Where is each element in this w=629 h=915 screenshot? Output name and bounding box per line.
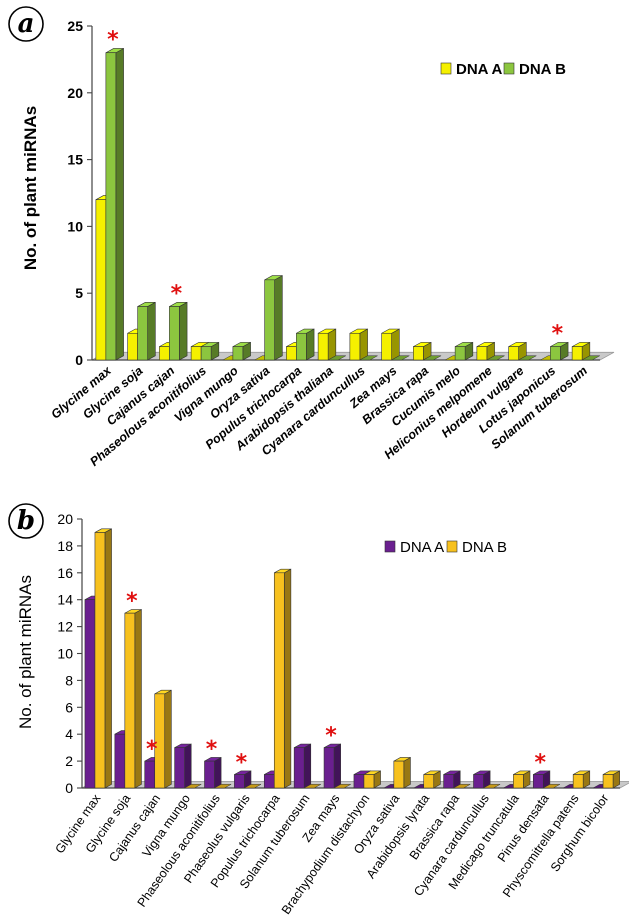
bar [453, 784, 471, 789]
y-tick-label: 25 [67, 18, 83, 34]
bar [296, 328, 315, 361]
bar [363, 770, 381, 789]
bar [137, 301, 156, 361]
legend-swatch [503, 62, 515, 75]
legend-swatch [440, 62, 452, 75]
bar [244, 784, 262, 789]
y-tick-label: 20 [57, 511, 73, 527]
panel-b-legend: DNA A DNA B [384, 539, 507, 556]
bar [349, 328, 368, 361]
bar [323, 743, 341, 789]
significance-marker: * [325, 724, 337, 749]
y-tick-label: 18 [57, 538, 73, 554]
panel-a-letter: a [18, 9, 35, 39]
bar [602, 770, 620, 789]
bar [572, 770, 591, 789]
bar [317, 328, 337, 361]
bar [381, 328, 400, 361]
bar [391, 355, 410, 361]
significance-marker: * [126, 589, 138, 614]
bar [508, 341, 527, 361]
bar [328, 355, 346, 361]
y-tick-label: 12 [57, 619, 73, 635]
bar [184, 784, 202, 789]
panel-b-bars: * * * * * * [84, 528, 620, 789]
bar [518, 355, 537, 361]
legend-swatch [384, 540, 396, 553]
bar [423, 770, 441, 789]
significance-marker: * [171, 282, 183, 307]
bar [174, 743, 192, 789]
y-tick-label: 20 [67, 85, 83, 101]
bar [454, 341, 474, 361]
bar [94, 528, 112, 789]
panel-b-letter: b [17, 506, 35, 536]
panel-b: b No. of plant miRNAs 02468101214161820 … [8, 503, 629, 915]
bar [486, 355, 505, 361]
bar [333, 784, 351, 789]
bar [443, 770, 461, 789]
bar [359, 355, 378, 361]
legend-swatch [446, 540, 458, 553]
bar [273, 568, 292, 789]
bar [154, 689, 172, 789]
bar [105, 47, 124, 361]
bar [582, 355, 600, 361]
bar [543, 784, 560, 789]
bar [473, 770, 491, 789]
significance-marker: * [535, 751, 547, 776]
y-tick-label: 6 [65, 699, 73, 715]
panel-a-legend: DNA A DNA B [440, 61, 566, 78]
significance-marker: * [146, 737, 158, 762]
legend-label: DNA A [400, 539, 444, 556]
bar [483, 784, 501, 789]
panel-b-badge [8, 503, 44, 539]
bar [232, 341, 251, 361]
significance-marker: * [552, 322, 564, 347]
significance-marker: * [206, 737, 218, 762]
y-tick-label: 0 [65, 780, 73, 796]
y-tick-label: 10 [67, 218, 83, 234]
bar [423, 355, 442, 361]
bar [513, 770, 531, 789]
bar [532, 770, 551, 789]
bar [124, 609, 142, 789]
y-tick-label: 5 [75, 285, 83, 301]
significance-marker: * [107, 28, 119, 53]
bar [393, 756, 411, 789]
legend-label: DNA B [462, 539, 507, 556]
bar [264, 275, 283, 361]
bar [304, 784, 321, 789]
y-tick-label: 14 [57, 592, 73, 608]
y-tick-label: 2 [65, 753, 73, 769]
y-tick-label: 10 [57, 646, 73, 662]
bar [169, 301, 188, 361]
panel-a-badge [8, 6, 44, 42]
panel-b-y-axis-label: No. of plant miRNAs [16, 575, 35, 729]
y-tick-label: 4 [65, 726, 73, 742]
y-tick-label: 16 [57, 565, 73, 581]
bar [200, 341, 220, 361]
y-tick-label: 8 [65, 672, 73, 688]
legend-label: DNA B [519, 61, 566, 78]
y-tick-label: 0 [75, 352, 83, 368]
panel-a-bars: * * * [95, 28, 600, 361]
legend-label: DNA A [456, 61, 503, 78]
bar [293, 743, 312, 789]
bar [550, 341, 569, 361]
bar [214, 784, 232, 789]
y-tick-label: 15 [67, 152, 83, 168]
panel-a: a No. of plant miRNAs 0 5 10 15 20 25 * * * Gly… [8, 6, 615, 469]
panel-a-y-axis-label: No. of plant miRNAs [21, 106, 40, 270]
significance-marker: * [236, 751, 248, 776]
